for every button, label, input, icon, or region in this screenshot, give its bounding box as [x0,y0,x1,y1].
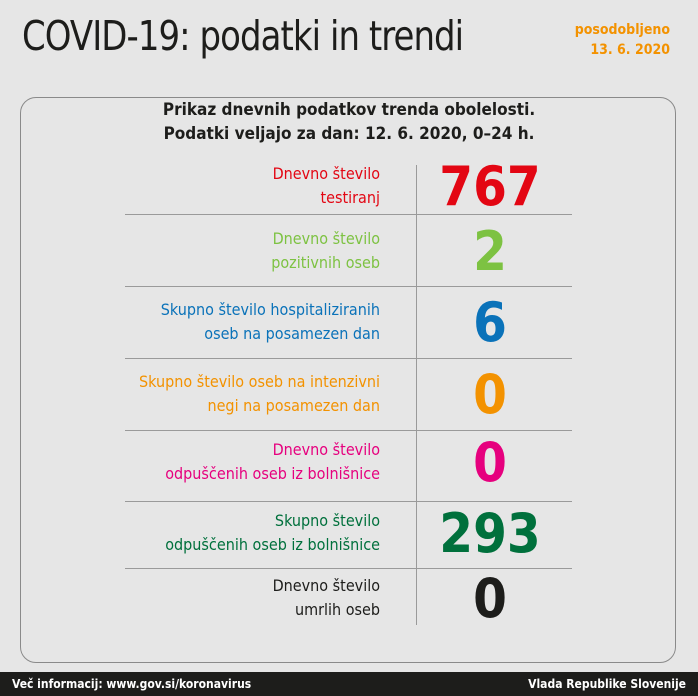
stat-label-line2: negi na posamezen dan [207,396,380,415]
row-separator [125,501,572,502]
footer-government: Vlada Republike Slovenije [528,677,686,691]
stat-label-line1: Skupno število [274,511,380,530]
page-title: COVID-19: podatki in trendi [22,12,464,60]
stat-label: Dnevno število testiranj [125,162,398,210]
stat-label: Skupno število oseb na intenzivni negi na… [125,370,398,418]
subtitle-line1: Prikaz dnevnih podatkov trenda obolelost… [162,100,536,120]
stat-row: Dnevno število testiranj 767 [125,154,572,218]
stat-label-line2: pozitivnih oseb [271,253,380,272]
row-separator [125,568,572,569]
stat-label-line1: Skupno število oseb na intenzivni [139,372,380,391]
stat-label-line2: odpuščenih oseb iz bolnišnice [165,535,380,554]
updated-info: posodobljeno 13. 6. 2020 [575,20,670,60]
stat-value: 0 [473,566,507,630]
stat-label: Dnevno število pozitivnih oseb [125,227,398,275]
stat-row: Skupno število hospitaliziranih oseb na p… [125,290,572,354]
stat-row: Skupno število oseb na intenzivni negi na… [125,362,572,426]
stat-label-line2: umrlih oseb [294,600,380,619]
stat-value: 293 [439,501,541,565]
stat-row: Dnevno število umrlih oseb 0 [125,566,572,630]
stat-value: 0 [473,362,507,426]
updated-date: 13. 6. 2020 [590,42,670,58]
stat-label-line1: Dnevno število [272,229,380,248]
stat-label-line1: Dnevno število [272,576,380,595]
stat-label: Skupno število odpuščenih oseb iz bolnišn… [125,509,398,557]
stat-value: 6 [473,290,507,354]
row-separator [125,358,572,359]
row-separator [125,214,572,215]
footer: Več informacij: www.gov.si/koronavirus V… [0,672,698,696]
stat-value: 767 [439,154,541,218]
stat-label-line2: oseb na posamezen dan [204,324,380,343]
updated-label: posodobljeno [574,22,670,38]
row-separator [125,286,572,287]
stat-label-line1: Skupno število hospitaliziranih [160,300,380,319]
footer-more-info: Več informacij: www.gov.si/koronavirus [12,677,252,691]
stat-label-line2: odpuščenih oseb iz bolnišnice [165,464,380,483]
stat-value: 2 [473,219,507,283]
subtitle-line2: Podatki veljajo za dan: 12. 6. 2020, 0–2… [163,124,535,144]
stat-label: Dnevno število odpuščenih oseb iz bolnišn… [125,438,398,486]
subtitle: Prikaz dnevnih podatkov trenda obolelost… [0,98,698,146]
stat-label: Skupno število hospitaliziranih oseb na p… [125,298,398,346]
stat-row: Dnevno število odpuščenih oseb iz bolnišn… [125,430,572,494]
stat-label-line1: Dnevno število [272,164,380,183]
stat-label-line1: Dnevno število [272,440,380,459]
data-panel [20,97,676,663]
stat-row: Dnevno število pozitivnih oseb 2 [125,219,572,283]
stat-label-line2: testiranj [320,188,381,207]
stat-row: Skupno število odpuščenih oseb iz bolnišn… [125,501,572,565]
column-divider [416,165,417,625]
row-separator [125,430,572,431]
stat-value: 0 [473,430,507,494]
stat-label: Dnevno število umrlih oseb [125,574,398,622]
